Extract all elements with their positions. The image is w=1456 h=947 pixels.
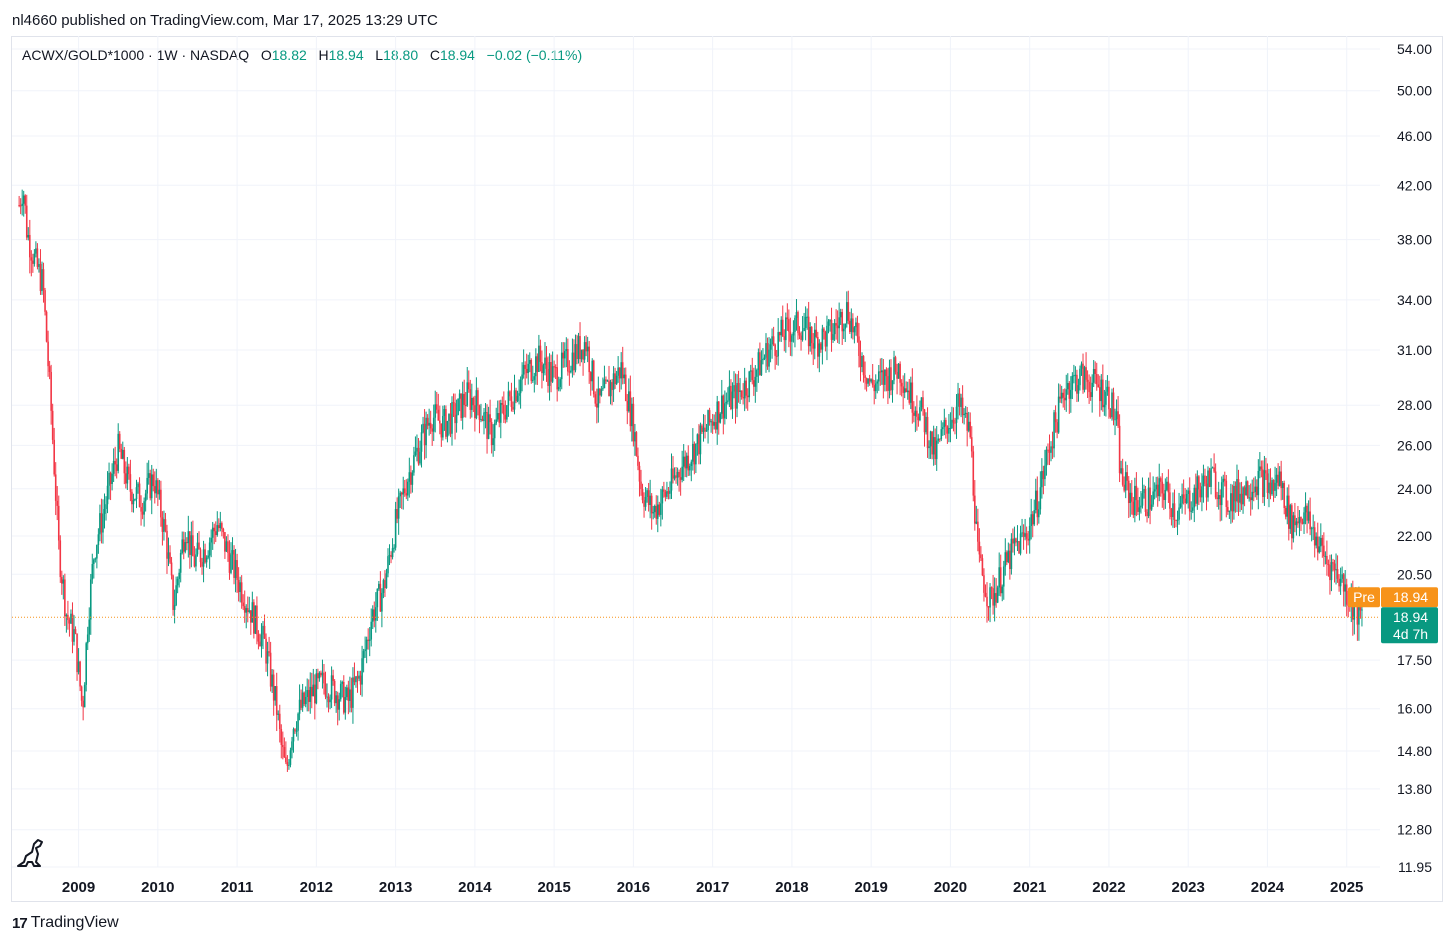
legend-high-label: H — [318, 47, 329, 63]
legend-low-label: L — [375, 47, 384, 63]
tradingview-logo-icon: 17 — [12, 914, 28, 932]
legend-high-value: 18.94 — [328, 47, 364, 63]
publisher-line: nl4660 published on TradingView.com, Mar… — [12, 12, 438, 29]
legend-symbol[interactable]: ACWX/GOLD*1000 · 1W · NASDAQ — [22, 47, 250, 63]
chart-legend: ACWX/GOLD*1000 · 1W · NASDAQ O18.82 H18.… — [22, 47, 582, 63]
legend-change: −0.02 (−0.11%) — [486, 47, 583, 63]
legend-open-value: 18.82 — [271, 47, 307, 63]
dinosaur-icon[interactable] — [14, 836, 48, 870]
chart-frame — [11, 36, 1443, 902]
tradingview-brand[interactable]: 17 TradingView — [12, 914, 119, 932]
legend-open-label: O — [260, 47, 272, 63]
brand-name: TradingView — [30, 914, 119, 931]
legend-close-label: C — [429, 47, 440, 63]
legend-close-value: 18.94 — [439, 47, 475, 63]
legend-low-value: 18.80 — [383, 47, 419, 63]
